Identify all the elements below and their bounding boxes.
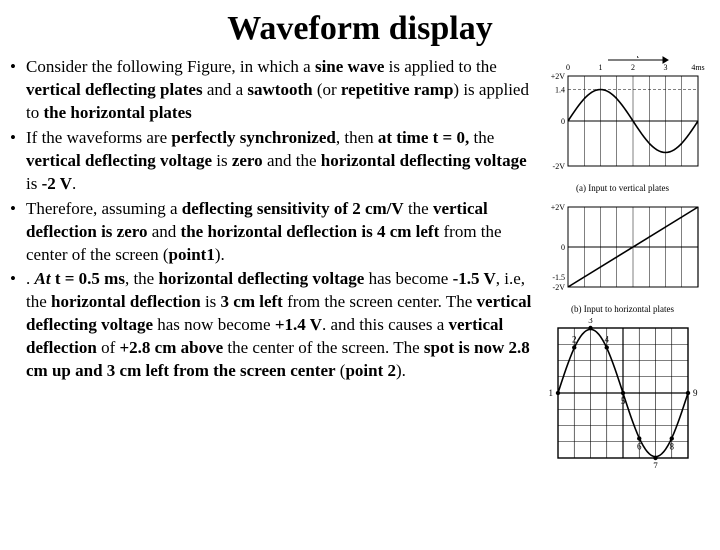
figure-b: -2V-1.5 0 +2V (b) Input to horizontal plat… xyxy=(538,197,708,314)
figure-column: 0 1 2 3 4ms t -2V 0 1.4 +2V (a) Input to vertical… xyxy=(535,56,710,473)
svg-text:t: t xyxy=(636,56,639,60)
trace-grid: 1 2 3 4 5 6 7 8 9 xyxy=(548,318,698,468)
content-row: Consider the following Figure, in which … xyxy=(0,56,720,473)
ramp-chart: -2V-1.5 0 +2V xyxy=(538,197,708,297)
svg-text:+2V: +2V xyxy=(550,203,565,212)
bullet-3: Therefore, assuming a deflecting sensiti… xyxy=(10,198,535,267)
svg-text:0: 0 xyxy=(561,117,565,126)
figure-c: 1 2 3 4 5 6 7 8 9 xyxy=(548,318,698,473)
svg-text:9: 9 xyxy=(693,388,698,398)
sine-chart: 0 1 2 3 4ms t -2V 0 1.4 +2V xyxy=(538,56,708,176)
svg-text:3: 3 xyxy=(663,63,667,72)
svg-text:1: 1 xyxy=(548,388,553,398)
svg-text:7: 7 xyxy=(653,461,658,468)
svg-text:2: 2 xyxy=(572,335,577,345)
svg-text:1: 1 xyxy=(598,63,602,72)
figure-a-caption: (a) Input to vertical plates xyxy=(538,183,708,193)
svg-text:0: 0 xyxy=(561,243,565,252)
bullet-list: Consider the following Figure, in which … xyxy=(10,56,535,473)
svg-text:2: 2 xyxy=(631,63,635,72)
svg-text:+2V: +2V xyxy=(550,72,565,81)
svg-text:4: 4 xyxy=(604,335,609,345)
svg-text:4ms: 4ms xyxy=(691,63,704,72)
bullet-2: If the waveforms are perfectly synchroni… xyxy=(10,127,535,196)
svg-text:5: 5 xyxy=(620,396,625,406)
bullet-1: Consider the following Figure, in which … xyxy=(10,56,535,125)
svg-text:-2V: -2V xyxy=(552,162,565,171)
svg-text:-1.5: -1.5 xyxy=(552,273,565,282)
svg-text:8: 8 xyxy=(669,442,674,452)
svg-text:1.4: 1.4 xyxy=(555,86,565,95)
bullet-4: . At t = 0.5 ms, the horizontal deflecti… xyxy=(10,268,535,383)
svg-text:3: 3 xyxy=(588,318,593,325)
page-title: Waveform display xyxy=(0,10,720,48)
figure-b-caption: (b) Input to horizontal plates xyxy=(538,304,708,314)
svg-text:0: 0 xyxy=(566,63,570,72)
svg-text:-2V: -2V xyxy=(552,283,565,292)
svg-text:6: 6 xyxy=(637,442,642,452)
figure-a: 0 1 2 3 4ms t -2V 0 1.4 +2V (a) Input to vertical… xyxy=(538,56,708,193)
